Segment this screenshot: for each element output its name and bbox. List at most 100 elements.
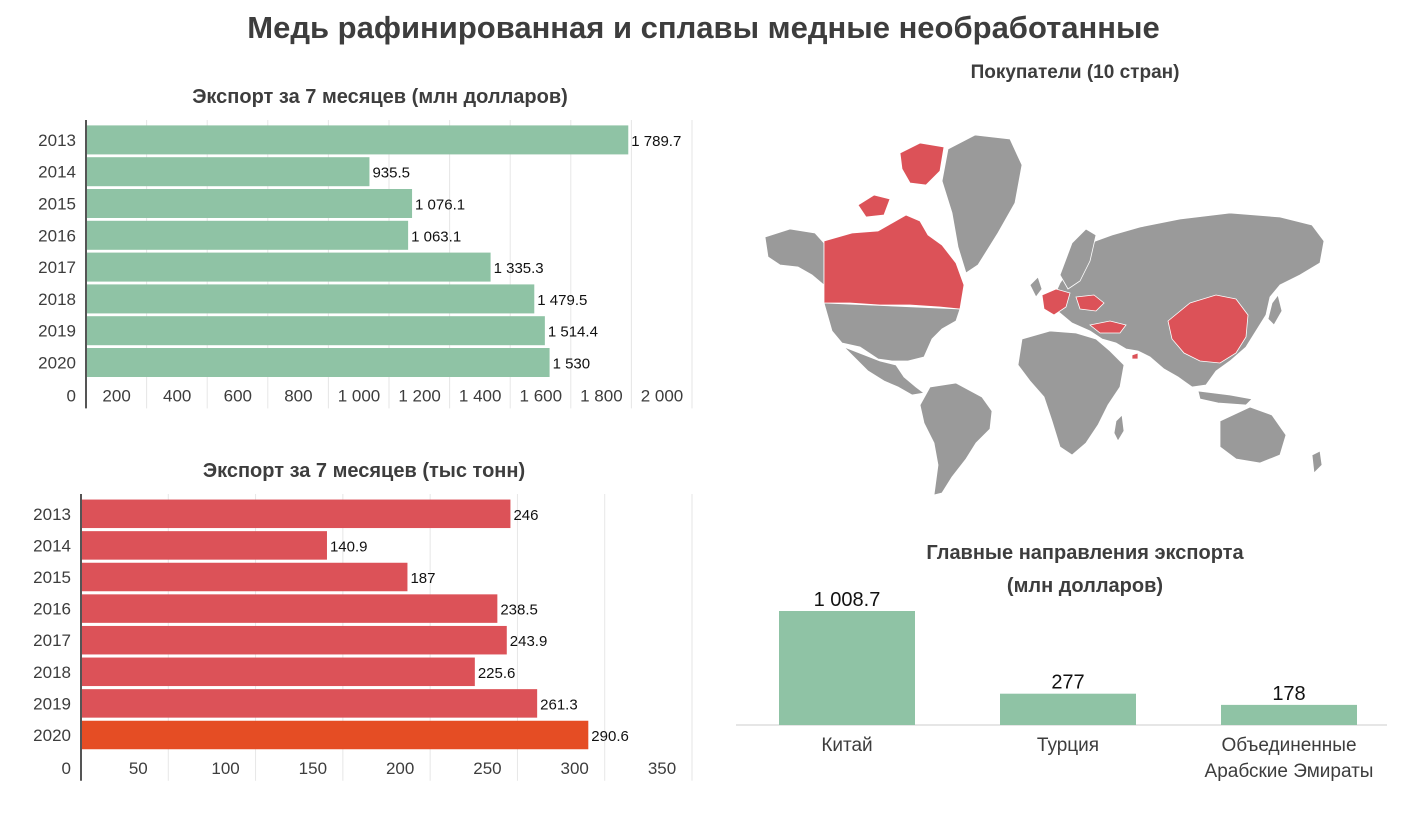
chart-value-title: Экспорт за 7 месяцев (млн долларов) [192, 86, 568, 108]
bar [87, 252, 491, 282]
category-label: 2015 [38, 195, 76, 214]
tick-label: 300 [561, 759, 589, 778]
data-label: 225.6 [478, 665, 516, 682]
category-label: 2014 [38, 163, 76, 182]
main-title: Медь рафинированная и сплавы медные необ… [247, 10, 1160, 45]
map-scandinavia [1059, 228, 1097, 290]
map-japan [1267, 294, 1283, 326]
map-uae [1131, 352, 1139, 360]
chart-volume-title: Экспорт за 7 месяцев (тыс тонн) [202, 460, 526, 482]
bar [87, 316, 545, 346]
bar [1221, 704, 1357, 725]
category-label: Объединенные [1221, 735, 1356, 756]
bar [779, 611, 915, 725]
tick-label: 50 [129, 759, 148, 778]
map-canada-arctic [899, 142, 945, 186]
tick-label: 200 [102, 386, 130, 405]
bar [82, 689, 538, 718]
map-madagascar [1113, 414, 1125, 442]
data-label: 238.5 [500, 602, 538, 619]
bar [87, 220, 409, 250]
tick-label: 0 [62, 759, 71, 778]
bar [87, 157, 370, 187]
category-label: 2020 [38, 354, 76, 373]
bar [87, 348, 550, 377]
map-uk [1029, 276, 1043, 298]
category-label: 2015 [33, 568, 71, 587]
data-label: 243.9 [510, 633, 548, 650]
map-europe-buyers [1041, 288, 1071, 316]
bar [82, 720, 589, 750]
map-mexico [843, 346, 925, 396]
tick-label: 1 800 [580, 386, 623, 405]
tick-label: 600 [224, 386, 252, 405]
category-label: 2020 [33, 726, 71, 745]
category-label: 2018 [33, 663, 71, 682]
category-label: Турция [1037, 735, 1099, 756]
data-label: 1 514.4 [548, 324, 598, 341]
tick-label: 100 [211, 759, 239, 778]
bar [87, 284, 535, 314]
category-label: 2018 [38, 290, 76, 309]
map-africa [1017, 330, 1125, 456]
tick-label: 150 [299, 759, 327, 778]
category-label: 2019 [33, 694, 71, 713]
data-label: 1 479.5 [537, 292, 587, 309]
tick-label: 1 200 [398, 386, 441, 405]
data-label: 1 008.7 [814, 589, 881, 611]
bar [82, 657, 475, 687]
tick-label: 400 [163, 386, 191, 405]
tick-label: 200 [386, 759, 414, 778]
data-label: 1 335.3 [494, 260, 544, 277]
category-label: 2017 [38, 258, 76, 277]
data-label: 935.5 [372, 165, 410, 182]
map-china [1167, 294, 1249, 364]
data-label: 178 [1272, 683, 1305, 705]
map-canada [823, 214, 965, 310]
map-indonesia [1197, 390, 1253, 406]
tick-label: 350 [648, 759, 676, 778]
map-new-zealand [1311, 450, 1323, 474]
category-label: 2013 [33, 505, 71, 524]
bar [1000, 693, 1136, 725]
data-label: 1 789.7 [631, 133, 681, 150]
world-map [764, 134, 1325, 496]
category-label: Китай [821, 735, 872, 756]
category-label: 2017 [33, 631, 71, 650]
map-greenland [941, 134, 1023, 274]
data-label: 290.6 [591, 728, 629, 745]
data-label: 261.3 [540, 696, 578, 713]
map-alaska [764, 228, 825, 286]
tick-label: 1 000 [338, 386, 381, 405]
map-usa [823, 302, 961, 362]
data-label: 140.9 [330, 538, 368, 555]
data-label: 277 [1051, 672, 1084, 694]
bar [82, 531, 327, 560]
bar [87, 189, 413, 218]
tick-label: 1 600 [520, 386, 563, 405]
map-australia [1219, 406, 1287, 464]
map-europe-buyers-2 [1075, 294, 1105, 312]
map-turkey [1089, 320, 1127, 334]
category-label: 2019 [38, 322, 76, 341]
bar [82, 594, 498, 623]
bar [82, 625, 507, 655]
chart-volume-bar-chart: 2013 246 2014 140.9 2015 187 2016 238.5 2017 243.… [33, 494, 693, 781]
data-label: 1 530 [553, 356, 591, 373]
tick-label: 1 400 [459, 386, 502, 405]
destinations-bar-chart: 1 008.7 Китай 277 Турция 178 Объединенные Араб… [736, 589, 1387, 782]
data-label: 1 063.1 [411, 228, 461, 245]
data-label: 187 [410, 570, 435, 587]
bar [82, 499, 511, 529]
tick-label: 800 [284, 386, 312, 405]
category-label: 2016 [38, 226, 76, 245]
data-label: 1 076.1 [415, 197, 465, 214]
category-label: Арабские Эмираты [1205, 761, 1374, 782]
map-title: Покупатели (10 стран) [970, 62, 1180, 83]
tick-label: 0 [67, 386, 76, 405]
destinations-subtitle: (млн долларов) [1006, 575, 1164, 597]
tick-label: 250 [473, 759, 501, 778]
destinations-title: Главные направления экспорта [926, 542, 1244, 564]
category-label: 2014 [33, 536, 71, 555]
chart-value-bar-chart: 2013 1 789.7 2014 935.5 2015 1 076.1 2016 1 063… [38, 120, 693, 409]
